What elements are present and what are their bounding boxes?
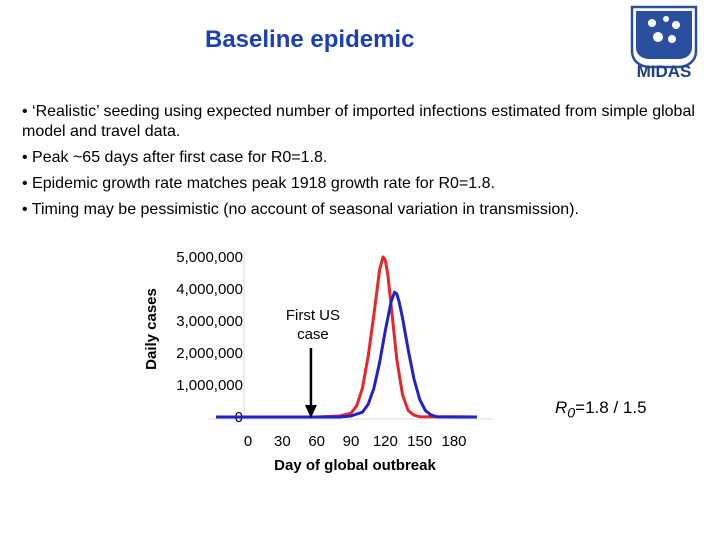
bullet-list: • ‘Realistic’ seeding using expected num… [22,102,712,226]
x-axis-title: Day of global outbreak [274,457,436,474]
y-tick-label: 5,000,000 [176,249,243,266]
red-series-line [216,255,477,419]
epidemic-chart: 0 1,000,000 2,000,000 3,000,000 4,000,000 5,0… [143,249,493,474]
x-tick-label: 30 [274,433,291,450]
bullet-item: • Timing may be pessimistic (no account … [22,201,579,218]
r0-label: R0=1.8 / 1.5 [555,398,647,421]
bullet-item: • Peak ~65 days after first case for R0=… [22,149,328,166]
r0-subscript: 0 [567,405,576,422]
annotation-text: case [297,326,329,343]
x-tick-label: 60 [308,433,325,450]
y-tick-label: 1,000,000 [176,377,243,394]
x-tick-label: 0 [244,433,252,450]
annotation-text: First US [286,307,340,324]
r0-symbol: R [555,398,568,417]
x-tick-label: 180 [441,433,466,450]
y-axis-title: Daily cases [143,288,160,370]
y-tick-label: 2,000,000 [176,345,243,362]
x-tick-label: 120 [373,433,398,450]
midas-logo: MIDAS [630,5,698,80]
y-tick-label: 4,000,000 [176,281,243,298]
blue-series-line [216,290,477,419]
slide-title: Baseline epidemic [205,26,415,53]
x-tick-label: 150 [407,433,432,450]
annotation-arrowhead [304,405,317,418]
r0-values: =1.8 / 1.5 [575,398,647,417]
bullet-item: • ‘Realistic’ seeding using expected num… [22,103,695,140]
bullet-item: • Epidemic growth rate matches peak 1918… [22,175,495,192]
x-tick-label: 90 [343,433,360,450]
y-tick-label: 3,000,000 [176,313,243,330]
logo-text: MIDAS [637,62,692,80]
